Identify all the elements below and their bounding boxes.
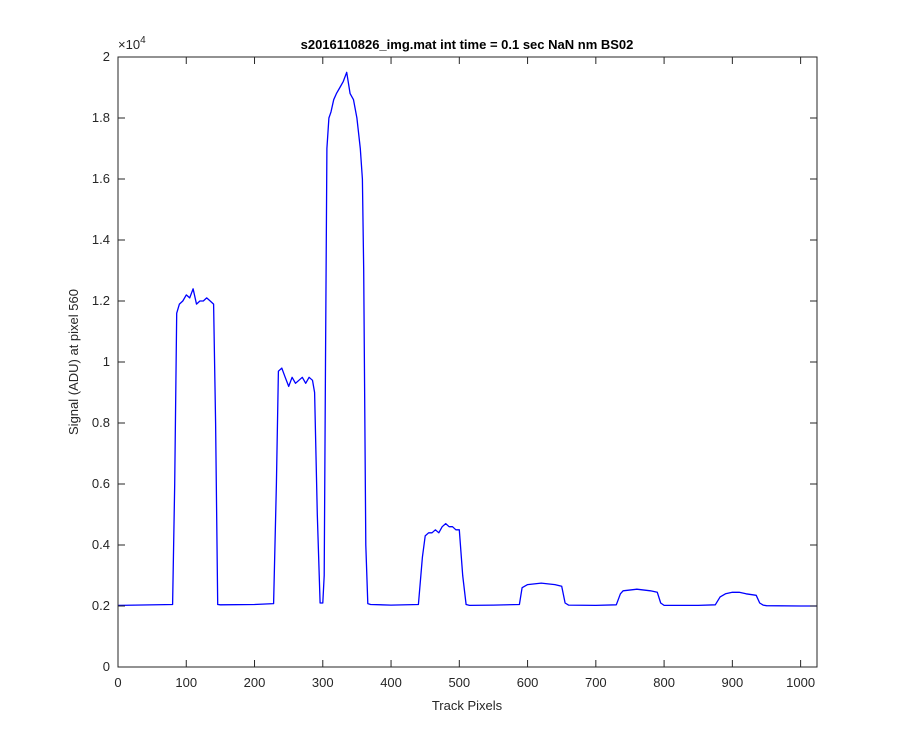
y-exponent-power: 4 bbox=[140, 35, 146, 46]
y-tick-label: 2 bbox=[103, 49, 110, 64]
series-group bbox=[117, 71, 817, 607]
chart-title: s2016110826_img.mat int time = 0.1 sec N… bbox=[301, 37, 634, 52]
y-tick-label: 0.2 bbox=[92, 598, 110, 613]
x-tick-label: 900 bbox=[722, 675, 744, 690]
x-tick-label: 400 bbox=[380, 675, 402, 690]
y-exponent-base: ×10 bbox=[118, 37, 140, 52]
axes-box bbox=[117, 56, 818, 668]
x-tick-label: 100 bbox=[175, 675, 197, 690]
x-tick-label: 500 bbox=[448, 675, 470, 690]
x-axis-ticks: 0 100 200 300 400 500 600 700 800 900 1000 bbox=[114, 57, 815, 690]
x-tick-label: 200 bbox=[244, 675, 266, 690]
x-tick-label: 1000 bbox=[786, 675, 815, 690]
y-tick-label: 1.4 bbox=[92, 232, 110, 247]
y-axis-exponent: ×104 bbox=[118, 35, 146, 52]
x-tick-label: 700 bbox=[585, 675, 607, 690]
y-tick-label: 0.6 bbox=[92, 476, 110, 491]
y-tick-label: 1 bbox=[103, 354, 110, 369]
y-tick-label: 1.6 bbox=[92, 171, 110, 186]
series-line-0 bbox=[117, 71, 817, 607]
x-tick-label: 300 bbox=[312, 675, 334, 690]
y-tick-label: 0.8 bbox=[92, 415, 110, 430]
x-tick-label: 600 bbox=[517, 675, 539, 690]
y-axis-ticks: 0 0.2 0.4 0.6 0.8 1 1.2 1.4 1.6 1.8 2 bbox=[92, 49, 817, 674]
y-tick-label: 1.8 bbox=[92, 110, 110, 125]
x-tick-label: 0 bbox=[114, 675, 121, 690]
x-tick-label: 800 bbox=[653, 675, 675, 690]
plot-area bbox=[118, 57, 817, 667]
y-tick-label: 0.4 bbox=[92, 537, 110, 552]
y-tick-label: 1.2 bbox=[92, 293, 110, 308]
x-axis-label: Track Pixels bbox=[432, 698, 503, 713]
y-tick-label: 0 bbox=[103, 659, 110, 674]
y-axis-label: Signal (ADU) at pixel 560 bbox=[66, 289, 81, 435]
